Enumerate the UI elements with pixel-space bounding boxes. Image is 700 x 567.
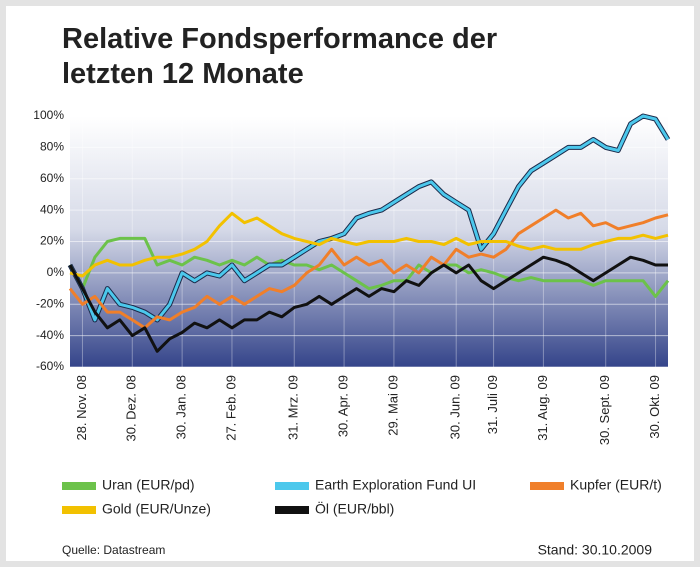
y-tick-label: 80% (40, 140, 64, 154)
legend-swatch (62, 482, 96, 490)
y-tick-label: 40% (40, 202, 64, 216)
x-tick-label: 30. Jun. 09 (448, 375, 463, 439)
x-tick-label: 30. Okt. 09 (647, 375, 662, 439)
series-line (68, 236, 670, 298)
series-line (68, 255, 668, 353)
x-tick-label: 31. Juli 09 (485, 375, 500, 434)
x-tick-label: 30. Jan. 08 (174, 375, 189, 439)
y-tick-label: -60% (36, 359, 64, 373)
legend-label: Öl (EUR/bbl) (315, 500, 394, 517)
y-tick-label: -20% (36, 296, 64, 310)
series-line (68, 114, 670, 322)
y-tick-label: -40% (36, 328, 64, 342)
y-tick-label: 100% (33, 108, 64, 122)
source: Quelle: Datastream (62, 543, 165, 557)
legend-swatch (275, 482, 309, 490)
x-tick-label: 29. Mai 09 (385, 375, 400, 436)
x-tick-label: 30. Apr. 09 (336, 375, 351, 437)
legend-label: Earth Exploration Fund UI (315, 477, 476, 493)
legend-label: Kupfer (EUR/t) (570, 477, 662, 493)
note: Stand: 30.10.2009 (538, 542, 653, 558)
y-tick-label: 60% (40, 171, 64, 185)
x-tick-label: 31. Aug. 09 (535, 375, 550, 441)
legend-swatch (275, 506, 309, 514)
x-tick-label: 28. Nov. 08 (74, 375, 89, 441)
x-tick-label: 30. Sept. 09 (597, 375, 612, 445)
x-tick-label: 30. Dez. 08 (124, 375, 139, 442)
y-tick-label: 0% (47, 265, 65, 279)
legend-label: Uran (EUR/pd) (102, 477, 195, 493)
chart-title: Relative Fondsperformance der letzten 12 … (62, 23, 497, 90)
x-tick-label: 31. Mrz. 09 (286, 375, 301, 440)
legend-label: Gold (EUR/Unze) (102, 501, 211, 517)
legend-swatch (62, 506, 96, 514)
y-tick-label: 20% (40, 234, 64, 248)
legend-swatch (530, 482, 564, 490)
series-line (68, 208, 669, 330)
series-line (69, 211, 669, 278)
x-tick-label: 27. Feb. 09 (223, 375, 238, 441)
